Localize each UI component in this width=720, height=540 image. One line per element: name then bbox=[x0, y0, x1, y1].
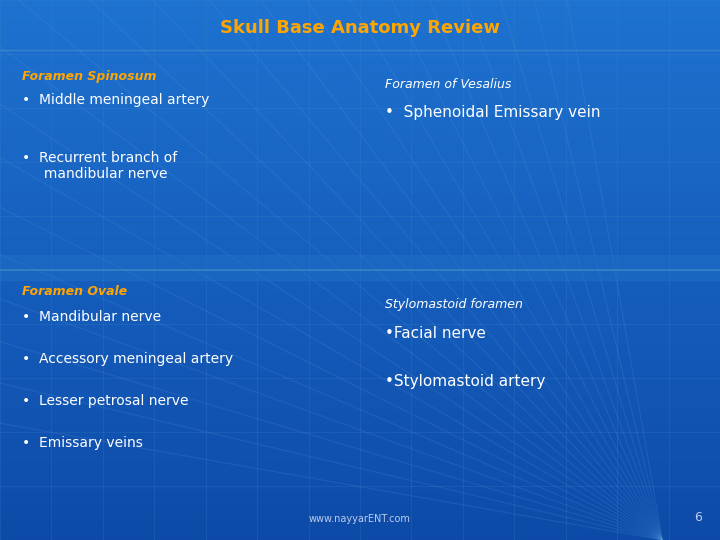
Text: •  Mandibular nerve: • Mandibular nerve bbox=[22, 310, 161, 324]
Text: •  Emissary veins: • Emissary veins bbox=[22, 436, 143, 450]
Text: •  Sphenoidal Emissary vein: • Sphenoidal Emissary vein bbox=[385, 105, 600, 120]
Text: Skull Base Anatomy Review: Skull Base Anatomy Review bbox=[220, 19, 500, 37]
Text: •  Middle meningeal artery: • Middle meningeal artery bbox=[22, 93, 210, 107]
Text: 6: 6 bbox=[694, 511, 702, 524]
Text: Foramen of Vesalius: Foramen of Vesalius bbox=[385, 78, 511, 91]
Text: Stylomastoid foramen: Stylomastoid foramen bbox=[385, 298, 523, 311]
Text: Foramen Ovale: Foramen Ovale bbox=[22, 285, 127, 298]
Text: •Stylomastoid artery: •Stylomastoid artery bbox=[385, 374, 545, 389]
Text: www.nayyarENT.com: www.nayyarENT.com bbox=[309, 514, 411, 524]
Text: •  Accessory meningeal artery: • Accessory meningeal artery bbox=[22, 352, 233, 366]
Text: •  Lesser petrosal nerve: • Lesser petrosal nerve bbox=[22, 394, 189, 408]
Bar bbox=[0, 255, 720, 280]
Text: •  Recurrent branch of
     mandibular nerve: • Recurrent branch of mandibular nerve bbox=[22, 151, 177, 181]
Text: •Facial nerve: •Facial nerve bbox=[385, 326, 486, 341]
Text: Foramen Spinosum: Foramen Spinosum bbox=[22, 70, 156, 83]
